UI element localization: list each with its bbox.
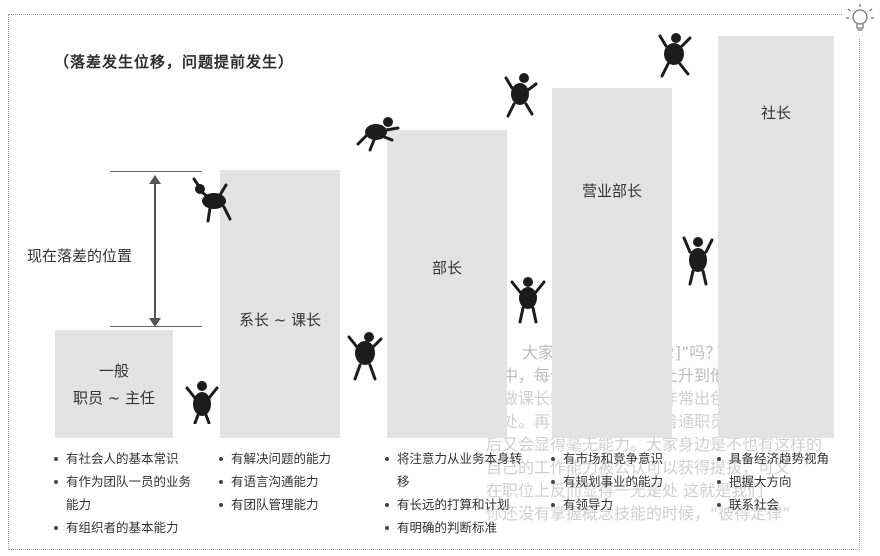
step-label-department-head: 部长 — [431, 259, 462, 277]
skill-item: 将注意力从业务本身转移 — [384, 447, 524, 493]
climber-figure-icon — [510, 277, 546, 324]
skills-list-staff: 有社会人的基本常识 有作为团队一员的业务能力 有组织者的基本能力 — [53, 447, 203, 539]
skill-item: 有规划事业的能力 — [550, 470, 700, 493]
skills-list-department-head: 将注意力从业务本身转移 有长远的打算和计划 有明确的判断标准 — [384, 447, 524, 539]
ghost-paragraph-line: 自己的工作能力被公认可以获得提拔，可又 — [486, 458, 791, 477]
skill-item: 有解决问题的能力 — [218, 447, 368, 470]
climber-figure-icon — [356, 117, 400, 152]
skill-item: 有明确的判断标准 — [384, 516, 524, 539]
step-president — [718, 36, 834, 438]
gap-label: 现在落差的位置 — [27, 247, 133, 265]
climber-figure-icon — [192, 177, 232, 223]
step-department-head — [387, 130, 507, 438]
step-sales-director — [552, 88, 672, 438]
skill-item: 有长远的打算和计划 — [384, 493, 524, 516]
step-label-sales-director: 营业部长 — [581, 182, 642, 200]
skills-list-sales-director: 有市场和竞争意识 有规划事业的能力 有领导力 — [550, 447, 700, 516]
skills-list-president: 具备经济趋势视角 把握大方向 联系社会 — [716, 447, 856, 516]
climber-figure-icon — [347, 332, 383, 381]
ghost-paragraph-line: 你还没有掌握概念技能的时候，“彼得定律” — [486, 504, 791, 523]
skill-item: 有语言沟通能力 — [218, 470, 368, 493]
lightbulb-icon — [842, 0, 878, 38]
ghost-paragraph-line: 在职位上反而显得一无是处 这就是我们 — [486, 481, 764, 500]
climber-figure-icon — [682, 236, 714, 286]
skill-item: 有领导力 — [550, 493, 700, 516]
skill-item: 有团队管理能力 — [218, 493, 368, 516]
climber-figure-icon — [504, 73, 538, 118]
gap-arrow-shaft — [154, 180, 156, 319]
diagram-subtitle: （落差发生位移，问题提前发生） — [54, 53, 295, 71]
step-label-staff-line2: 职员 ~ 主任 — [72, 389, 156, 407]
step-staff — [55, 330, 173, 438]
skill-item: 具备经济趋势视角 — [716, 447, 856, 470]
gap-arrow-down-icon — [149, 318, 161, 327]
skill-item: 有市场和竞争意识 — [550, 447, 700, 470]
ghost-paragraph-line: 后又会显得毫无能力。大家身边是不也有这样的 — [486, 435, 823, 454]
figure-frame — [8, 14, 860, 550]
climber-figure-icon — [658, 33, 692, 78]
skill-item: 联系社会 — [716, 493, 856, 516]
climber-figure-icon — [185, 381, 219, 424]
gap-arrow-up-icon — [149, 175, 161, 184]
skill-item: 把握大方向 — [716, 470, 856, 493]
skill-item: 有社会人的基本常识 — [53, 447, 203, 470]
skills-list-section-chief: 有解决问题的能力 有语言沟通能力 有团队管理能力 — [218, 447, 368, 516]
gap-top-line — [110, 171, 202, 172]
skill-item: 有作为团队一员的业务能力 — [53, 470, 203, 516]
step-label-section-chief: 系长 ~ 课长 — [238, 311, 322, 329]
skill-item: 有组织者的基本能力 — [53, 516, 203, 539]
step-label-staff-line1: 一般 — [98, 362, 129, 380]
step-section-chief — [220, 170, 340, 438]
step-label-president: 社长 — [760, 104, 791, 122]
